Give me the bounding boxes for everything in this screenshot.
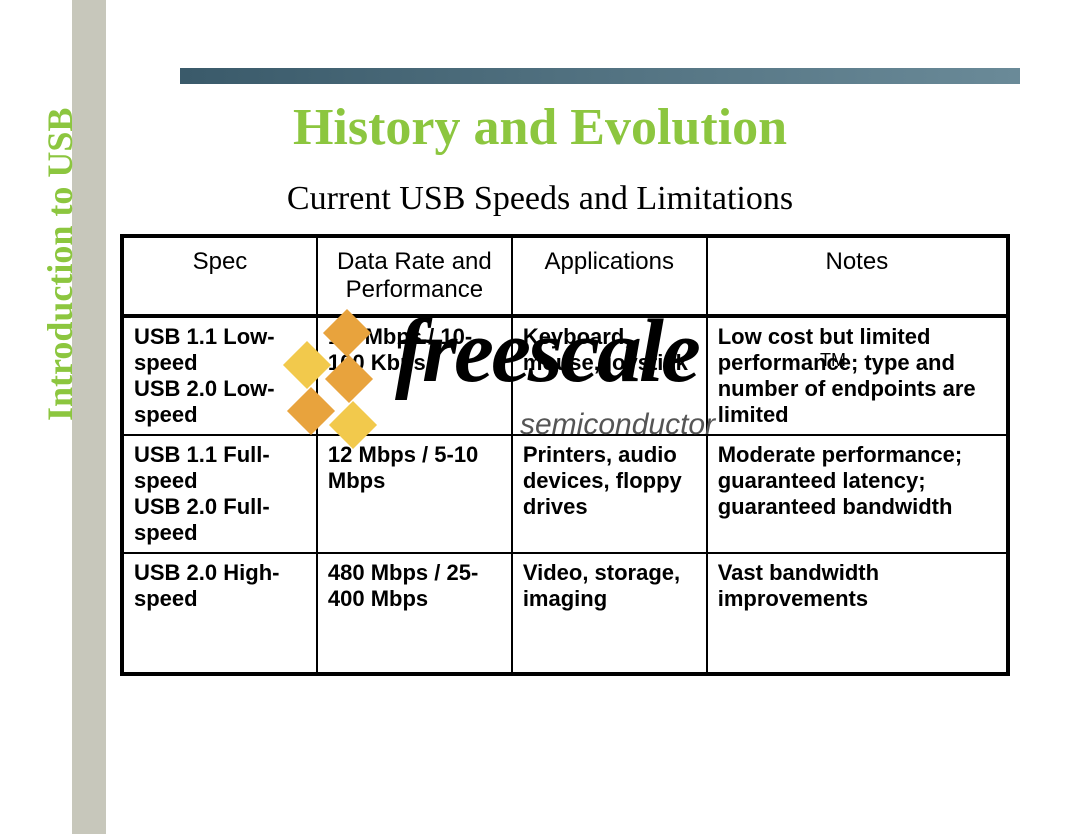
cell-notes: Vast bandwidth improvements — [707, 553, 1008, 674]
slide-title: History and Evolution — [0, 98, 1080, 157]
cell-spec: USB 2.0 High-speed — [122, 553, 317, 674]
cell-notes: Moderate performance; guaranteed latency… — [707, 435, 1008, 553]
cell-notes: Low cost but limited performance; type a… — [707, 316, 1008, 435]
cell-rate: 480 Mbps / 25-400 Mbps — [317, 553, 512, 674]
cell-apps: Printers, audio devices, floppy drives — [512, 435, 707, 553]
table-row: USB 1.1 Low-speedUSB 2.0 Low-speed 1.5 M… — [122, 316, 1008, 435]
cell-rate: 12 Mbps / 5-10 Mbps — [317, 435, 512, 553]
sidebar-label: Introduction to USB — [39, 108, 81, 421]
table-row: USB 1.1 Full-speedUSB 2.0 Full-speed 12 … — [122, 435, 1008, 553]
col-header-apps: Applications — [512, 236, 707, 316]
cell-apps: Video, storage, imaging — [512, 553, 707, 674]
table-header-row: Spec Data Rate and Performance Applicati… — [122, 236, 1008, 316]
slide-subtitle: Current USB Speeds and Limitations — [0, 180, 1080, 218]
cell-spec: USB 1.1 Full-speedUSB 2.0 Full-speed — [122, 435, 317, 553]
cell-spec: USB 1.1 Low-speedUSB 2.0 Low-speed — [122, 316, 317, 435]
cell-rate: 1.5 Mbps / 10-100 Kbps — [317, 316, 512, 435]
col-header-rate: Data Rate and Performance — [317, 236, 512, 316]
col-header-notes: Notes — [707, 236, 1008, 316]
col-header-spec: Spec — [122, 236, 317, 316]
top-stripe — [180, 68, 1020, 84]
usb-speeds-table: Spec Data Rate and Performance Applicati… — [120, 234, 1010, 676]
table-row: USB 2.0 High-speed 480 Mbps / 25-400 Mbp… — [122, 553, 1008, 674]
cell-apps: Keyboard, mouse, joystick — [512, 316, 707, 435]
